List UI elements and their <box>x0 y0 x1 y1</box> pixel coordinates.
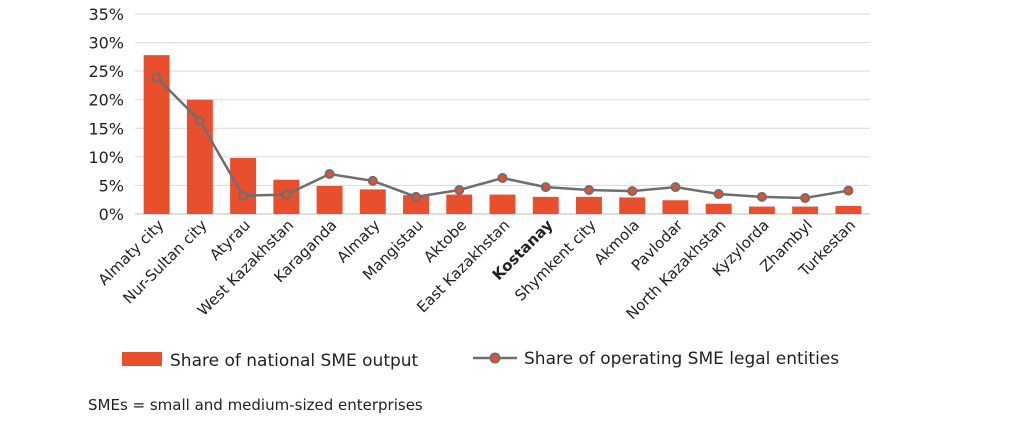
y-tick-label: 10% <box>88 148 124 167</box>
legend-bar-label: Share of national SME output <box>170 351 419 371</box>
bar <box>316 186 343 214</box>
line-point <box>151 72 162 83</box>
line-point <box>713 189 724 199</box>
y-tick-label: 0% <box>99 205 124 224</box>
gridlines <box>135 13 870 215</box>
legend: Share of national SME output Share of op… <box>122 349 839 371</box>
line-point <box>756 191 767 202</box>
bar <box>403 195 429 214</box>
bar <box>748 206 775 214</box>
bar <box>359 189 386 214</box>
line-point <box>497 173 508 183</box>
y-tick-label: 25% <box>88 62 124 81</box>
y-tick-label: 5% <box>99 176 124 195</box>
line-point <box>583 185 594 195</box>
footnote: SMEs = small and medium-sized enterprise… <box>88 396 423 414</box>
line-point <box>367 175 378 186</box>
bar <box>489 194 516 214</box>
line-point <box>540 182 551 193</box>
y-tick-label: 35% <box>88 5 124 24</box>
legend-line-label: Share of operating SME legal entities <box>524 349 839 369</box>
y-axis-ticks: 0% 5% 10% 15% 20% 25% 30% 35% <box>88 5 124 224</box>
bar <box>619 197 646 214</box>
bar <box>835 206 862 214</box>
bar <box>576 196 602 214</box>
line-point <box>843 185 854 196</box>
legend-bar-swatch <box>122 352 162 366</box>
line-point <box>324 169 335 179</box>
bar-series <box>143 55 862 215</box>
line-series <box>151 72 854 203</box>
line-point <box>800 193 811 203</box>
bar <box>792 206 819 214</box>
bar <box>705 203 732 214</box>
bar <box>662 200 689 214</box>
legend-line-marker <box>489 352 501 364</box>
line-point <box>627 186 638 197</box>
y-tick-label: 15% <box>88 119 124 138</box>
bar <box>446 194 473 214</box>
line-point <box>194 115 205 126</box>
y-tick-label: 20% <box>88 91 124 110</box>
bar <box>532 196 559 214</box>
bar <box>230 158 257 214</box>
y-tick-label: 30% <box>88 34 124 53</box>
line-point <box>454 185 465 195</box>
line-point <box>670 182 681 193</box>
line-point <box>238 190 249 201</box>
line-point <box>281 189 292 200</box>
line-point <box>411 191 422 202</box>
